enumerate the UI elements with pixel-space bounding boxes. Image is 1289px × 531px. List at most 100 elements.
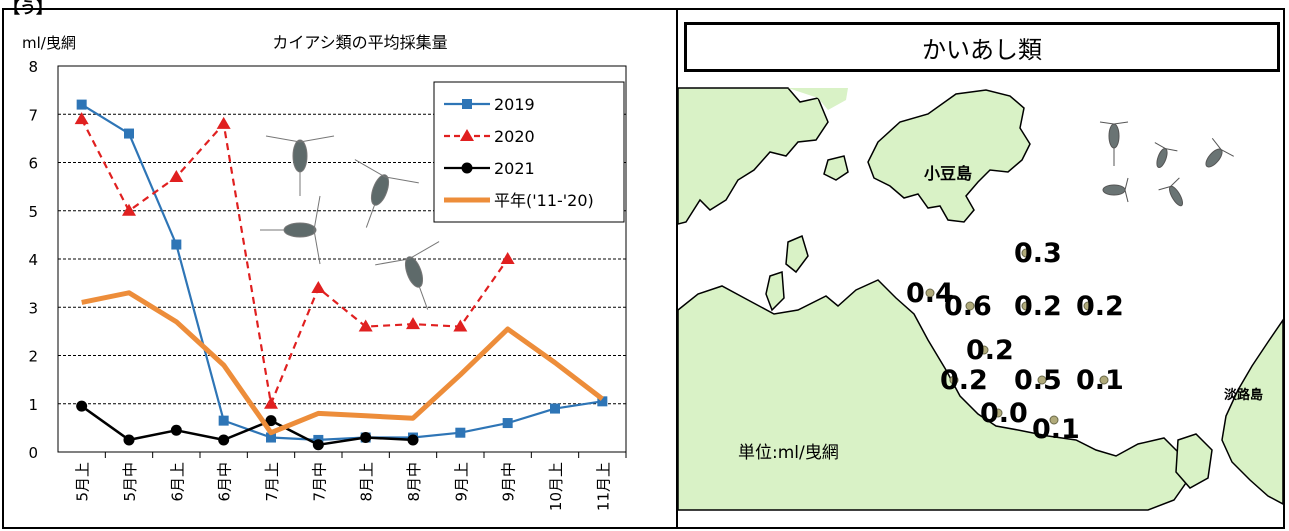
data-point	[406, 317, 420, 330]
x-tick-label: 5月中	[121, 462, 139, 502]
land-small-island-2	[785, 234, 809, 274]
copepod-antenna	[299, 135, 335, 143]
y-tick-label: 7	[28, 106, 38, 124]
copepod-body	[292, 139, 308, 173]
copepod-tail	[419, 286, 429, 310]
data-point	[76, 99, 87, 110]
data-point	[264, 396, 278, 409]
land-small-island-1	[823, 155, 849, 181]
legend-label: 2019	[494, 95, 535, 114]
y-tick-label: 6	[28, 155, 38, 173]
x-tick-label: 5月上	[74, 462, 92, 502]
copepod-body	[370, 174, 390, 206]
copepod-illustration	[265, 135, 335, 196]
data-point	[500, 252, 515, 264]
x-tick-label: 8月中	[405, 462, 423, 502]
copepod-antenna	[375, 258, 410, 266]
station-value: 0.1	[1032, 414, 1080, 445]
legend-marker	[460, 129, 474, 141]
station-value: 0.6	[944, 291, 992, 322]
data-point	[407, 434, 419, 446]
land-small-island-3	[765, 270, 785, 312]
land-shodoshima	[867, 89, 1031, 223]
series-layer	[74, 99, 608, 451]
station-value: 0.3	[1014, 238, 1062, 269]
series-line	[81, 290, 604, 436]
y-tick-label: 5	[28, 203, 38, 221]
unit-label: 単位:ml/曳網	[738, 443, 839, 463]
data-point	[218, 434, 230, 446]
data-point	[123, 434, 135, 446]
data-point	[170, 424, 182, 436]
x-tick-label: 7月中	[310, 462, 328, 502]
line-chart: ml/曳網 カイアシ類の平均採集量 0 1 2 3 4 5 6 7 8 5月上 5月中 6月上 6月中…	[22, 33, 627, 511]
station-dot	[993, 408, 1003, 418]
x-tick-label: 9月中	[500, 462, 518, 502]
y-tick-label: 1	[28, 396, 38, 414]
station-values: 0.3 0.4 0.6 0.2 0.2 0.2 0.2 0.5 0.1 0.0 …	[906, 238, 1124, 445]
land-northwest	[678, 87, 829, 225]
data-point	[76, 400, 88, 412]
series-line	[81, 103, 603, 441]
data-point	[122, 203, 136, 216]
copepod-antenna	[265, 135, 301, 143]
legend-label: 平年('11-'20)	[494, 191, 594, 210]
copepod-illustrations-map	[1099, 121, 1234, 207]
y-tick-label: 8	[28, 58, 38, 76]
copepod-antenna	[313, 195, 321, 231]
copepod-illustration	[354, 159, 419, 228]
data-point	[360, 432, 372, 444]
legend-label: 2020	[494, 127, 535, 146]
corner-mark: 【う】	[4, 0, 53, 17]
legend-marker	[462, 99, 472, 109]
station-dot	[1021, 301, 1031, 311]
series-line	[80, 405, 414, 447]
data-point	[216, 116, 231, 129]
data-point	[597, 396, 608, 407]
station-value: 0.4	[906, 278, 954, 309]
map-panel: 小豆島 淡路島 単位:ml/曳網 0.3 0.4 0.6 0.2 0.2 0.2…	[676, 8, 1285, 529]
copepod-antenna	[354, 159, 386, 178]
data-point	[265, 415, 277, 427]
y-tick-label: 0	[28, 444, 38, 462]
data-point	[124, 128, 134, 139]
data-point	[312, 439, 324, 451]
x-tick-label: 9月上	[452, 462, 470, 502]
copepod-illustration	[260, 195, 321, 265]
legend: 2019 2020 2021 平年('11-'20)	[433, 81, 625, 223]
station-value: 0.0	[980, 398, 1028, 429]
copepod-illustration	[375, 241, 440, 310]
land-southeast-island	[1175, 433, 1213, 489]
copepod-tail	[365, 204, 375, 228]
station-value: 0.2	[966, 335, 1014, 366]
legend-label: 2021	[494, 159, 535, 178]
x-tick-label: 10月上	[547, 462, 565, 511]
y-axis-unit-label: ml/曳網	[22, 34, 76, 52]
station-dot	[1049, 415, 1059, 425]
data-point	[358, 319, 373, 332]
data-point	[311, 280, 326, 293]
data-point	[550, 403, 560, 414]
station-dot	[1083, 301, 1093, 311]
sampling-stations	[925, 248, 1109, 425]
x-axis-ticks: 5月上 5月中 6月上 6月中 7月上 7月中 8月上 8月中 9月上 9月中 10月上 11月上	[74, 452, 627, 511]
station-value: 0.2	[1076, 291, 1124, 322]
station-value: 0.2	[1014, 291, 1062, 322]
land-south-honshu-shikoku	[678, 279, 1189, 511]
station-value: 0.2	[940, 365, 988, 396]
station-dot	[965, 301, 975, 311]
legend-marker	[461, 162, 473, 174]
data-point	[453, 319, 468, 332]
station-dot	[979, 345, 989, 355]
station-dot	[925, 288, 935, 298]
station-dot	[1021, 248, 1031, 258]
y-axis-ticks: 0 1 2 3 4 5 6 7 8	[28, 58, 38, 462]
y-tick-label: 3	[28, 299, 38, 317]
land-north-strip	[788, 88, 848, 110]
y-tick-label: 4	[28, 251, 38, 269]
x-tick-label: 7月上	[263, 462, 281, 502]
y-tick-label: 2	[28, 348, 38, 366]
data-point	[502, 418, 513, 429]
x-tick-label: 11月上	[594, 462, 612, 511]
data-point	[218, 415, 229, 426]
